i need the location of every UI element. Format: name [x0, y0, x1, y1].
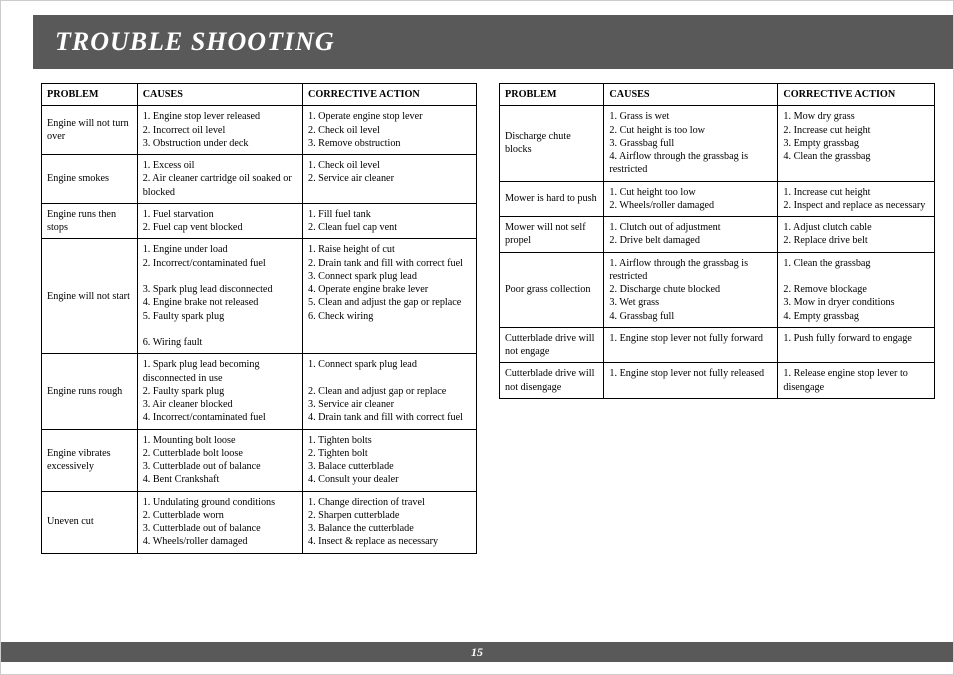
- table-row: Engine runs then stops 1. Fuel starvatio…: [42, 203, 477, 239]
- cell-problem: Engine runs rough: [42, 354, 138, 429]
- cell-problem: Poor grass collection: [500, 252, 604, 327]
- cell-problem: Cutterblade drive will not engage: [500, 327, 604, 363]
- cell-problem: Uneven cut: [42, 491, 138, 553]
- page-number: 15: [471, 645, 483, 660]
- cell-problem: Engine smokes: [42, 155, 138, 204]
- cell-causes: 1. Grass is wet 2. Cut height is too low…: [604, 106, 778, 181]
- cell-action: 1. Fill fuel tank 2. Clean fuel cap vent: [302, 203, 476, 239]
- cell-causes: 1. Spark plug lead becoming disconnected…: [137, 354, 302, 429]
- header-action: CORRECTIVE ACTION: [302, 84, 476, 106]
- left-table-wrapper: PROBLEM CAUSES CORRECTIVE ACTION Engine …: [41, 83, 477, 554]
- cell-causes: 1. Engine stop lever released 2. Incorre…: [137, 106, 302, 155]
- cell-causes: 1. Fuel starvation 2. Fuel cap vent bloc…: [137, 203, 302, 239]
- table-row: Cutterblade drive will not disengage 1. …: [500, 363, 935, 399]
- cell-action: 1. Change direction of travel 2. Sharpen…: [302, 491, 476, 553]
- cell-causes: 1. Excess oil 2. Air cleaner cartridge o…: [137, 155, 302, 204]
- cell-action: 1. Adjust clutch cable 2. Replace drive …: [778, 217, 935, 253]
- table-row: Engine runs rough 1. Spark plug lead bec…: [42, 354, 477, 429]
- table-header-row: PROBLEM CAUSES CORRECTIVE ACTION: [500, 84, 935, 106]
- cell-action: 1. Raise height of cut 2. Drain tank and…: [302, 239, 476, 354]
- cell-causes: 1. Airflow through the grassbag is restr…: [604, 252, 778, 327]
- table-row: Discharge chute blocks 1. Grass is wet 2…: [500, 106, 935, 181]
- cell-causes: 1. Mounting bolt loose 2. Cutterblade bo…: [137, 429, 302, 491]
- table-row: Engine smokes 1. Excess oil 2. Air clean…: [42, 155, 477, 204]
- cell-action: 1. Push fully forward to engage: [778, 327, 935, 363]
- cell-action: 1. Operate engine stop lever 2. Check oi…: [302, 106, 476, 155]
- cell-problem: Engine will not start: [42, 239, 138, 354]
- cell-action: 1. Release engine stop lever to disengag…: [778, 363, 935, 399]
- cell-action: 1. Increase cut height 2. Inspect and re…: [778, 181, 935, 217]
- cell-problem: Engine will not turn over: [42, 106, 138, 155]
- cell-action: 1. Check oil level 2. Service air cleane…: [302, 155, 476, 204]
- table-row: Cutterblade drive will not engage 1. Eng…: [500, 327, 935, 363]
- table-row: Uneven cut 1. Undulating ground conditio…: [42, 491, 477, 553]
- cell-action: 1. Tighten bolts 2. Tighten bolt 3. Bala…: [302, 429, 476, 491]
- cell-problem: Cutterblade drive will not disengage: [500, 363, 604, 399]
- cell-causes: 1. Engine stop lever not fully forward: [604, 327, 778, 363]
- page-title: TROUBLE SHOOTING: [55, 27, 335, 57]
- cell-causes: 1. Engine under load 2. Incorrect/contam…: [137, 239, 302, 354]
- cell-action: 1. Connect spark plug lead 2. Clean and …: [302, 354, 476, 429]
- table-row: Engine will not turn over 1. Engine stop…: [42, 106, 477, 155]
- header-problem: PROBLEM: [500, 84, 604, 106]
- cell-problem: Engine vibrates excessively: [42, 429, 138, 491]
- table-row: Engine vibrates excessively 1. Mounting …: [42, 429, 477, 491]
- header-causes: CAUSES: [604, 84, 778, 106]
- table-header-row: PROBLEM CAUSES CORRECTIVE ACTION: [42, 84, 477, 106]
- table-row: Mower will not self propel 1. Clutch out…: [500, 217, 935, 253]
- page-container: TROUBLE SHOOTING PROBLEM CAUSES CORRECTI…: [0, 0, 954, 675]
- cell-action: 1. Clean the grassbag 2. Remove blockage…: [778, 252, 935, 327]
- cell-causes: 1. Clutch out of adjustment 2. Drive bel…: [604, 217, 778, 253]
- table-row: Mower is hard to push 1. Cut height too …: [500, 181, 935, 217]
- cell-causes: 1. Cut height too low 2. Wheels/roller d…: [604, 181, 778, 217]
- cell-causes: 1. Undulating ground conditions 2. Cutte…: [137, 491, 302, 553]
- header-causes: CAUSES: [137, 84, 302, 106]
- cell-action: 1. Mow dry grass 2. Increase cut height …: [778, 106, 935, 181]
- troubleshoot-table-left: PROBLEM CAUSES CORRECTIVE ACTION Engine …: [41, 83, 477, 554]
- header-action: CORRECTIVE ACTION: [778, 84, 935, 106]
- header-problem: PROBLEM: [42, 84, 138, 106]
- right-table-wrapper: PROBLEM CAUSES CORRECTIVE ACTION Dischar…: [499, 83, 935, 554]
- content-area: PROBLEM CAUSES CORRECTIVE ACTION Engine …: [41, 83, 935, 554]
- title-bar: TROUBLE SHOOTING: [33, 15, 953, 69]
- cell-problem: Discharge chute blocks: [500, 106, 604, 181]
- table-row: Poor grass collection 1. Airflow through…: [500, 252, 935, 327]
- cell-problem: Mower will not self propel: [500, 217, 604, 253]
- cell-causes: 1. Engine stop lever not fully released: [604, 363, 778, 399]
- table-row: Engine will not start 1. Engine under lo…: [42, 239, 477, 354]
- troubleshoot-table-right: PROBLEM CAUSES CORRECTIVE ACTION Dischar…: [499, 83, 935, 399]
- footer-bar: 15: [1, 642, 953, 662]
- cell-problem: Mower is hard to push: [500, 181, 604, 217]
- cell-problem: Engine runs then stops: [42, 203, 138, 239]
